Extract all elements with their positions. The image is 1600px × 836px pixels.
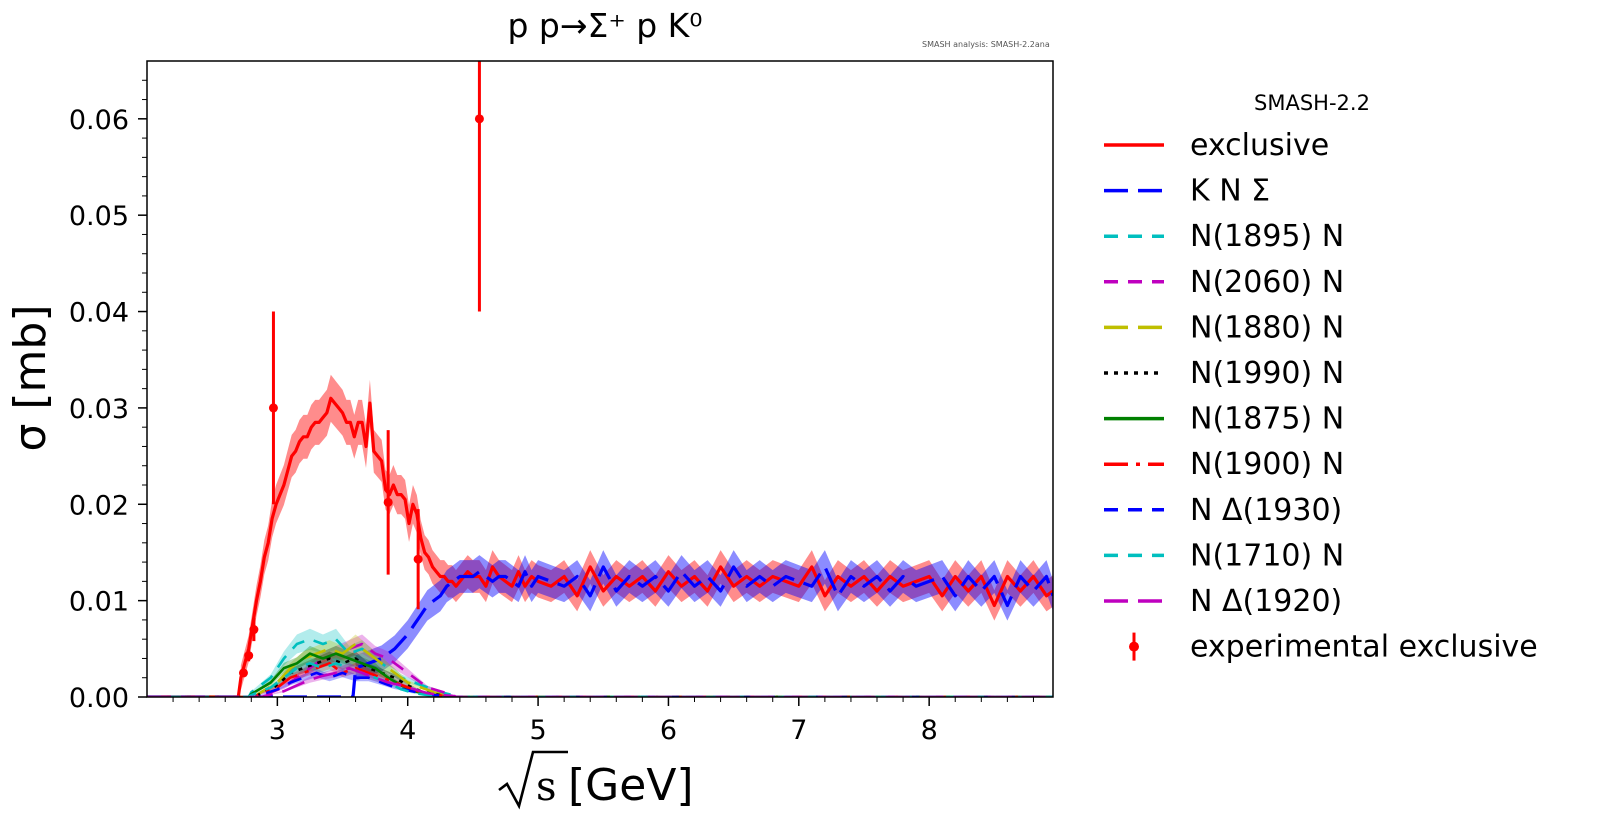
chart-title: p p→Σ⁺ p K⁰ xyxy=(507,6,702,45)
y-tick-label: 0.02 xyxy=(69,490,129,521)
experimental-point xyxy=(268,403,278,413)
series-line-k-n xyxy=(147,565,1053,697)
x-tick-label: 8 xyxy=(921,715,938,746)
x-axis-label-radicand: s xyxy=(536,764,557,810)
legend-label-n-1900-n: N(1900) N xyxy=(1190,447,1344,482)
experimental-point xyxy=(413,554,423,564)
y-axis: 0.00 0.01 0.02 0.03 0.04 0.05 0.06 xyxy=(69,79,147,714)
series-line-exclusive xyxy=(147,396,1053,697)
y-tick-label: 0.03 xyxy=(69,394,129,425)
band-n-1875-n xyxy=(251,645,441,697)
legend-label-experimental-exclusive: experimental exclusive xyxy=(1190,630,1538,665)
legend-label-n-1930: N Δ(1930) xyxy=(1190,493,1342,528)
legend-label-n-1710-n: N(1710) N xyxy=(1190,538,1344,573)
x-axis-label-unit: [GeV] xyxy=(568,760,694,811)
x-axis-label: s [GeV] xyxy=(498,750,694,811)
plot-frame xyxy=(146,60,1054,698)
legend-label-k-n: K N Σ xyxy=(1190,174,1270,209)
band-exclusive xyxy=(240,374,1053,691)
band-n-1990-n xyxy=(257,651,447,697)
legend-marker-experimental-exclusive xyxy=(1129,641,1139,652)
series-lines xyxy=(147,396,1053,697)
series-line-n-1920 xyxy=(147,666,1053,697)
experimental-point xyxy=(244,651,254,661)
series-line-n-2060-n xyxy=(147,642,1053,697)
band-n-1710-n xyxy=(251,657,441,697)
legend-label-n-1875-n: N(1875) N xyxy=(1190,402,1344,437)
band-n-1900-n xyxy=(257,657,447,697)
x-tick-label: 6 xyxy=(660,715,677,746)
legend-title: SMASH-2.2 xyxy=(1254,91,1370,115)
series-line-n-1900-n xyxy=(147,662,1053,697)
series-line-n-1990-n xyxy=(147,657,1053,697)
legend-label-n-1990-n: N(1990) N xyxy=(1190,356,1344,391)
experimental-point xyxy=(238,668,248,678)
experimental-point xyxy=(474,114,484,124)
sqrt-sign xyxy=(498,750,568,810)
y-tick-label: 0.06 xyxy=(69,105,129,136)
experimental-point xyxy=(249,625,259,635)
y-tick-label: 0.05 xyxy=(69,201,129,232)
band-k-n xyxy=(355,550,1053,681)
x-tick-label: 7 xyxy=(790,715,807,746)
x-tick-label: 5 xyxy=(529,715,546,746)
legend-label-n-1920: N Δ(1920) xyxy=(1190,584,1342,619)
series-line-n-1880-n xyxy=(147,642,1053,697)
series-line-n-1710-n xyxy=(147,662,1053,697)
experimental-point xyxy=(383,497,393,507)
legend: SMASH-2.2 exclusive K N Σ N(1895) N N(2060)… xyxy=(1104,91,1538,665)
x-axis: 3 4 5 6 7 8 xyxy=(172,697,1034,746)
legend-label-n-2060-n: N(2060) N xyxy=(1190,265,1344,300)
x-tick-label: 4 xyxy=(399,715,416,746)
x-tick-label: 3 xyxy=(269,715,286,746)
y-tick-label: 0.00 xyxy=(69,683,129,714)
legend-label-n-1895-n: N(1895) N xyxy=(1190,219,1344,254)
experimental-points xyxy=(238,61,484,678)
y-axis-label: σ [mb] xyxy=(5,305,56,452)
watermark: SMASH analysis: SMASH-2.2ana xyxy=(922,40,1050,49)
legend-label-n-1880-n: N(1880) N xyxy=(1190,310,1344,345)
y-tick-label: 0.04 xyxy=(69,298,129,329)
y-tick-label: 0.01 xyxy=(69,587,129,618)
plot-area xyxy=(147,61,1053,697)
legend-label-exclusive: exclusive xyxy=(1190,128,1329,163)
